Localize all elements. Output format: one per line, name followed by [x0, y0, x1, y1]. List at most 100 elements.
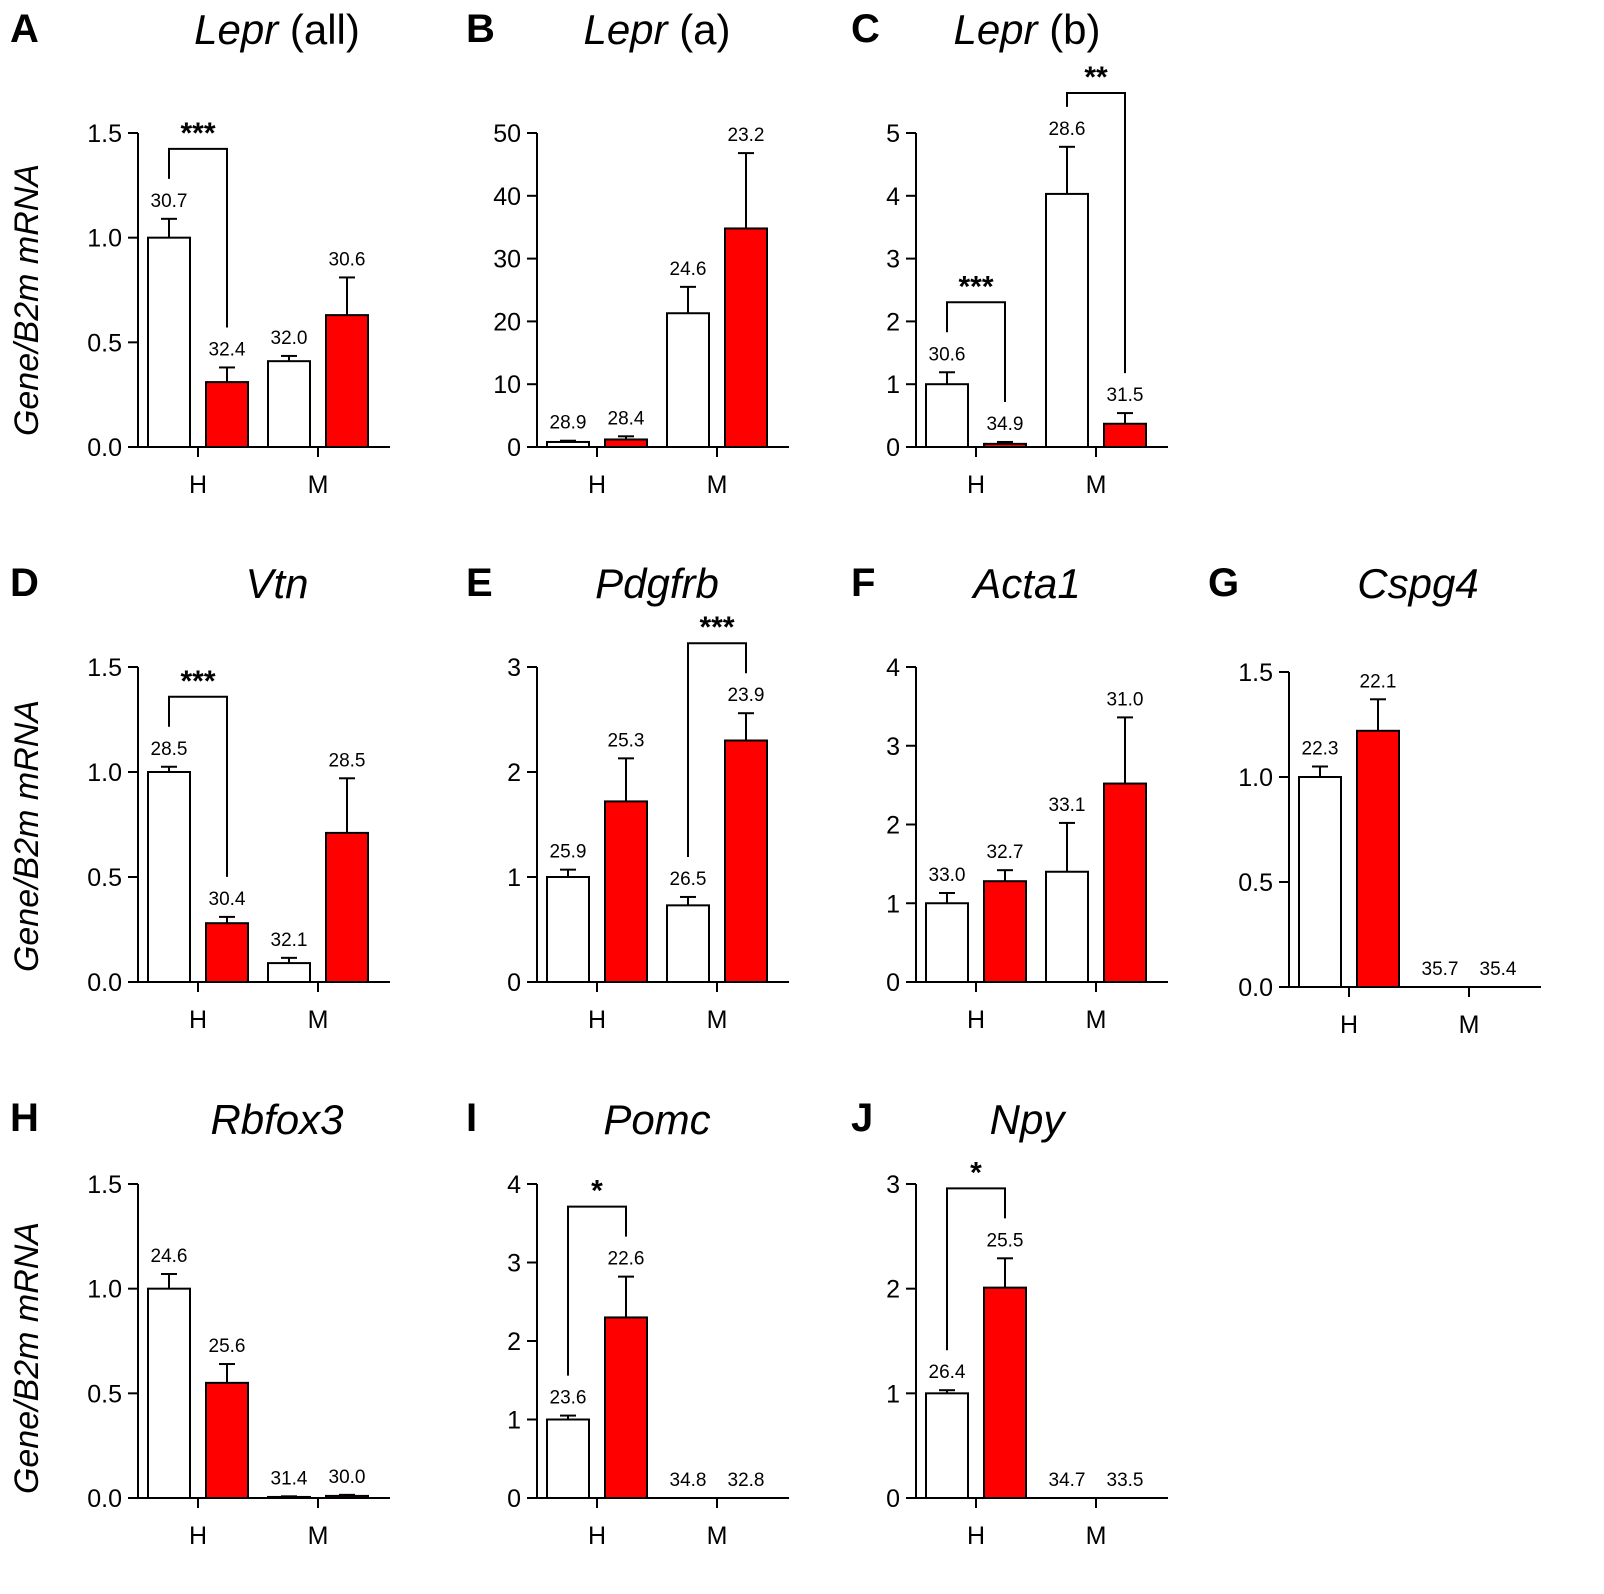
significance-bracket	[168, 147, 228, 328]
y-tick-label: 1.5	[1238, 659, 1273, 687]
data-label: 32.7	[987, 842, 1024, 863]
panel-title: Pdgfrb	[595, 560, 719, 607]
y-tick-label: 0.5	[87, 1380, 122, 1408]
bar-red-H	[604, 438, 648, 448]
significance-bracket	[567, 1205, 627, 1376]
bar-red-H	[983, 880, 1027, 984]
significance-mark: ***	[180, 665, 215, 698]
y-tick-label: 0.0	[87, 1485, 122, 1513]
data-label: 28.5	[329, 750, 366, 771]
panel-label: A	[10, 7, 39, 51]
y-tick-label: 0.5	[1238, 869, 1273, 897]
y-tick-label: 0	[507, 1485, 521, 1513]
y-tick-label: 1	[886, 1380, 900, 1408]
y-tick-label: 1.0	[87, 225, 122, 253]
gene-variant: (a)	[668, 6, 731, 53]
y-tick-label: 5	[886, 120, 900, 148]
bar-white-M	[1045, 192, 1089, 448]
data-label: 33.5	[1107, 1470, 1144, 1491]
data-label: 31.5	[1107, 385, 1144, 406]
gene-name: Npy	[990, 1096, 1068, 1143]
x-tick-label: M	[308, 471, 329, 499]
gene-name: Lepr	[194, 6, 280, 53]
data-label: 30.6	[329, 249, 366, 270]
bar-red-M	[724, 227, 768, 448]
y-axis-label-row3: Gene/B2m mRNA	[8, 1222, 46, 1494]
y-tick-label: 1.0	[87, 759, 122, 787]
panel-title: Vtn	[245, 560, 308, 607]
y-tick-label: 20	[493, 308, 521, 336]
panel-title: Lepr (all)	[194, 6, 360, 53]
bar-white-M	[267, 360, 311, 449]
bar-red-H	[205, 922, 249, 984]
data-label: 32.8	[728, 1470, 765, 1491]
data-label: 31.0	[1107, 689, 1144, 710]
panel-title: Rbfox3	[210, 1096, 343, 1143]
significance-mark: *	[591, 1175, 603, 1208]
gene-name: Vtn	[245, 560, 308, 607]
y-tick-label: 0	[886, 434, 900, 462]
y-tick-label: 1	[507, 864, 521, 892]
y-tick-label: 40	[493, 183, 521, 211]
y-tick-label: 1.5	[87, 120, 122, 148]
y-tick-label: 4	[886, 183, 900, 211]
data-label: 34.8	[670, 1470, 707, 1491]
data-label: 25.6	[209, 1336, 246, 1357]
y-tick-label: 0	[886, 1485, 900, 1513]
bar-red-H	[983, 442, 1027, 448]
bar-white-H	[147, 236, 191, 448]
x-tick-label: M	[707, 1522, 728, 1550]
data-label: 30.0	[329, 1467, 366, 1488]
panel-title: Acta1	[970, 560, 1080, 607]
y-tick-label: 0.5	[87, 329, 122, 357]
bar-white-H	[546, 876, 590, 983]
significance-bracket	[946, 301, 1006, 402]
bar-white-H	[546, 440, 590, 449]
y-tick-label: 3	[507, 1250, 521, 1278]
y-tick-label: 10	[493, 371, 521, 399]
y-tick-label: 3	[886, 246, 900, 274]
bar-red-H	[205, 381, 249, 448]
y-tick-label: 3	[886, 1171, 900, 1199]
gene-variant: (b)	[1038, 6, 1101, 53]
data-label: 26.5	[670, 869, 707, 890]
y-tick-label: 1.5	[87, 1171, 122, 1199]
x-tick-label: M	[1086, 471, 1107, 499]
data-label: 25.5	[987, 1230, 1024, 1251]
panel-A: A Lepr (all) 0.0 0.5 1.0 1.5 H M 30.7 32.0 32.4 30.…	[10, 6, 390, 499]
bar-red-M	[1103, 782, 1147, 983]
gene-name: Lepr	[953, 6, 1039, 53]
data-label: 24.6	[670, 259, 707, 280]
significance-mark: ***	[958, 270, 993, 303]
panel-title: Lepr (a)	[583, 6, 730, 53]
y-tick-label: 4	[886, 654, 900, 682]
y-tick-label: 1	[507, 1407, 521, 1435]
x-tick-label: M	[1086, 1006, 1107, 1034]
data-label: 30.7	[151, 191, 188, 212]
panel-label: J	[851, 1096, 873, 1140]
panel-title: Lepr (b)	[953, 6, 1100, 53]
significance-mark: ***	[699, 611, 734, 644]
data-label: 31.4	[271, 1468, 308, 1489]
bar-white-H	[925, 902, 969, 983]
data-label: 34.9	[987, 414, 1024, 435]
y-tick-label: 2	[886, 1276, 900, 1304]
x-tick-label: H	[967, 471, 985, 499]
y-tick-label: 2	[886, 812, 900, 840]
bar-red-M	[325, 831, 369, 984]
y-tick-label: 0.5	[87, 864, 122, 892]
x-tick-label: M	[1459, 1011, 1480, 1039]
gene-name: Rbfox3	[210, 1096, 343, 1143]
panel-G: G Cspg4 0.0 0.5 1.0 1.5 H M 22.3 35.7 22.1 35.4	[1208, 560, 1541, 1039]
data-label: 22.6	[608, 1249, 645, 1270]
bar-red-H	[604, 800, 648, 984]
bar-white-M	[666, 312, 710, 448]
panel-label: C	[851, 7, 880, 51]
bar-white-M	[1045, 870, 1089, 983]
x-tick-label: H	[189, 471, 207, 499]
bar-white-M	[666, 904, 710, 983]
data-label: 32.1	[271, 930, 308, 951]
y-axis-label-row2: Gene/B2m mRNA	[8, 700, 46, 972]
data-label: 34.7	[1049, 1470, 1086, 1491]
significance-mark: *	[970, 1156, 982, 1189]
